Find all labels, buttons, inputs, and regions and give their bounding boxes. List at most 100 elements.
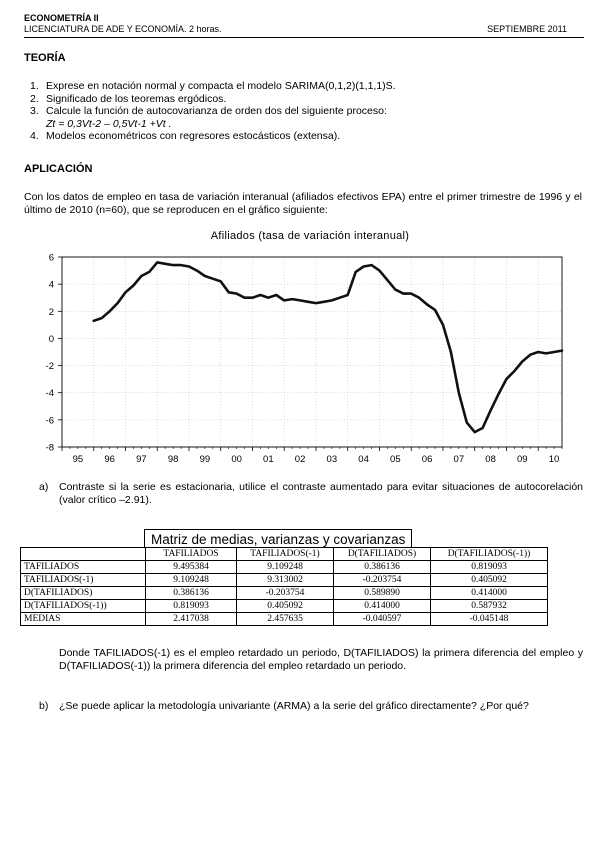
x-tick-label: 99 [200, 454, 211, 465]
process-equation: Zt = 0,3Vt-2 – 0,5Vt-1 +Vt . [46, 117, 172, 130]
y-tick-label: -8 [46, 443, 54, 454]
data-point [307, 300, 309, 303]
table-row: TAFILIADOS 9.495384 9.109248 0.386136 0.… [20, 560, 548, 574]
table-cell: -0.045148 [430, 612, 548, 626]
data-point [394, 288, 397, 291]
theory-item-number: 3. [30, 105, 39, 117]
data-point [172, 264, 174, 266]
data-point [227, 291, 230, 294]
x-tick-label: 96 [104, 454, 115, 465]
column-header: D(TAFILIADOS(-1)) [430, 547, 548, 561]
table-cell: 0.386136 [145, 586, 237, 600]
data-point [426, 303, 428, 306]
theory-item-number: 2. [30, 92, 39, 105]
data-point [418, 296, 420, 299]
data-point [561, 349, 563, 352]
table-cell: -0.203754 [333, 573, 431, 587]
x-tick-label: 00 [231, 454, 242, 465]
table-cell: 9.313002 [236, 573, 334, 587]
x-tick-label: 04 [358, 454, 369, 465]
table-cell: 9.109248 [145, 573, 237, 587]
x-tick-label: 02 [295, 454, 306, 465]
table-cell: 9.109248 [236, 560, 334, 574]
table-cell: 0.589890 [333, 586, 431, 600]
data-point [537, 351, 539, 353]
y-tick-label: -6 [46, 415, 54, 426]
data-point [291, 298, 293, 300]
data-point [323, 300, 325, 303]
theory-item-text: Calcule la función de autocovarianza de … [46, 105, 387, 117]
plot-frame [61, 256, 563, 448]
theory-heading: TEORÍA [24, 52, 66, 64]
row-label: TAFILIADOS [20, 560, 146, 574]
data-point [92, 319, 95, 322]
table-row: MEDIAS 2.417038 2.457635 -0.040597 -0.04… [20, 612, 548, 626]
data-point [204, 275, 206, 277]
data-point [188, 265, 190, 268]
y-tick-label: 4 [49, 280, 54, 291]
data-point [164, 262, 166, 265]
data-point [338, 296, 341, 299]
x-tick-label: 01 [263, 454, 274, 465]
x-tick-label: 03 [327, 454, 338, 465]
data-point [148, 271, 151, 273]
y-tick-label: -4 [46, 388, 54, 399]
data-point [378, 269, 381, 272]
theory-item: 1. Exprese en notación normal y compacta… [24, 80, 584, 93]
data-point [219, 280, 222, 283]
header-rule [24, 37, 584, 38]
data-point [156, 261, 159, 264]
data-point [299, 299, 301, 302]
theory-item: 3. Calcule la función de autocovarianza … [24, 105, 584, 118]
course-title: ECONOMETRÍA II [24, 13, 99, 23]
data-point [513, 370, 516, 372]
column-header: TAFILIADOS(-1) [236, 547, 334, 561]
question-b-label: b) [39, 700, 49, 712]
exam-date: SEPTIEMBRE 2011 [487, 24, 567, 34]
data-point [124, 291, 127, 294]
table-cell: 0.414000 [430, 586, 548, 600]
data-point [196, 269, 198, 272]
x-tick-label: 06 [422, 454, 433, 465]
data-point [545, 352, 547, 355]
row-label: D(TAFILIADOS(-1)) [20, 599, 146, 613]
table-cell: -0.040597 [333, 612, 431, 626]
theory-item-text: Exprese en notación normal y compacta el… [46, 80, 396, 92]
row-label: D(TAFILIADOS) [20, 586, 146, 600]
data-point [473, 431, 476, 433]
y-tick-label: 0 [49, 334, 54, 345]
data-point [434, 309, 436, 311]
data-point [386, 279, 389, 281]
table-cell: 9.495384 [145, 560, 237, 574]
x-tick-label: 09 [517, 454, 528, 465]
theory-item-number: 1. [30, 80, 39, 92]
row-label: TAFILIADOS(-1) [20, 573, 146, 587]
data-point [489, 409, 492, 412]
data-point [370, 264, 373, 266]
x-tick-label: 98 [168, 454, 179, 465]
chart-title: Afiliados (tasa de variación interanual) [210, 230, 410, 242]
y-tick-label: 2 [49, 307, 54, 318]
data-point [442, 324, 444, 326]
data-point [553, 351, 555, 353]
column-header [20, 547, 146, 561]
series-line-afiliados [92, 261, 564, 434]
x-tick-label: 07 [454, 454, 465, 465]
program-line: LICENCIATURA DE ADE Y ECONOMÍA. 2 horas. [24, 24, 222, 34]
table-cell: 0.405092 [430, 573, 548, 587]
theory-list: 1. Exprese en notación normal y compacta… [24, 80, 584, 142]
x-tick-label: 08 [485, 454, 496, 465]
data-point [521, 360, 524, 363]
table-row: TAFILIADOS(-1) 9.109248 9.313002 -0.2037… [20, 573, 548, 587]
data-point [331, 299, 333, 302]
data-point [251, 296, 254, 299]
x-tick-label: 97 [136, 454, 147, 465]
question-b-text: ¿Se puede aplicar la metodología univari… [59, 700, 529, 712]
table-cell: 0.386136 [333, 560, 431, 574]
matrix-title: Matriz de medias, varianzas y covarianza… [144, 529, 413, 548]
application-heading: APLICACIÓN [24, 163, 93, 175]
theory-item: 2. Significado de los teoremas ergódicos… [24, 93, 584, 106]
data-point [116, 302, 119, 304]
data-point [315, 302, 317, 304]
theory-item-number: 4. [30, 129, 39, 142]
